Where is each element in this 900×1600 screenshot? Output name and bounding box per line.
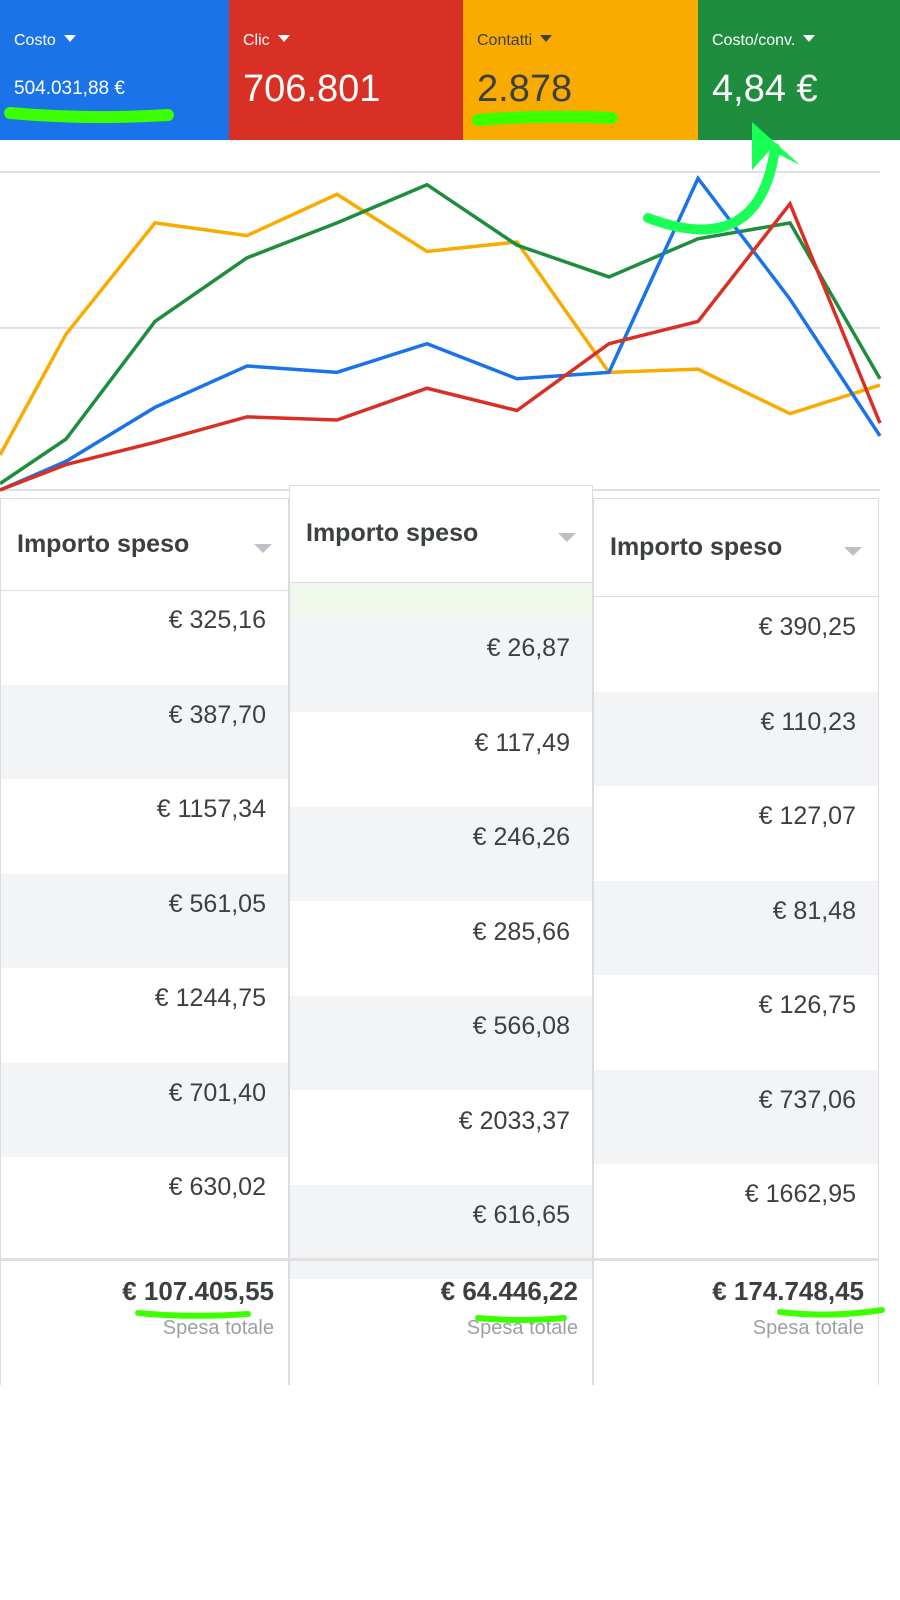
total-amount: € 174.748,45 xyxy=(712,1276,864,1306)
amount-cell: € 325,16 xyxy=(168,606,266,634)
amount-cell: € 285,66 xyxy=(472,917,570,946)
table-row: € 701,40 xyxy=(1,1062,288,1157)
series-line-clic xyxy=(0,200,882,492)
table-row: € 246,26 xyxy=(290,807,592,901)
table-row: € 127,07 xyxy=(594,786,878,880)
total-amount: € 64.446,22 xyxy=(440,1276,578,1306)
amount-cell: € 566,08 xyxy=(472,1012,570,1040)
metric-card-costo-conv[interactable]: Costo/conv. 4,84 € xyxy=(698,0,900,140)
amount-cell: € 390,25 xyxy=(758,613,856,641)
metric-value: 504.031,88 € xyxy=(14,78,125,99)
table-row: € 387,70 xyxy=(1,684,288,779)
total-cell: € 174.748,45 Spesa totale xyxy=(594,1276,878,1340)
total-label: Spesa totale xyxy=(752,1317,864,1339)
dropdown-arrow-icon[interactable] xyxy=(803,35,816,42)
amount-cell: € 616,65 xyxy=(472,1201,570,1229)
line-chart xyxy=(0,171,882,492)
table-row: € 126,75 xyxy=(594,975,878,1069)
amount-cell: € 81,48 xyxy=(772,896,856,925)
spend-column: Importo speso € 325,16 € 387,70 € 1157,34 € … xyxy=(0,498,289,1385)
table-row: € 390,25 xyxy=(594,597,878,691)
column-header-label: Importo speso xyxy=(17,529,190,558)
sort-dropdown-icon[interactable] xyxy=(558,533,576,542)
total-label: Spesa totale xyxy=(162,1317,274,1339)
table-row: € 81,48 xyxy=(594,880,878,975)
table-row: € 737,06 xyxy=(594,1069,878,1164)
metric-label: Contatti xyxy=(477,32,533,49)
amount-cell: € 561,05 xyxy=(168,889,266,918)
amount-cell: € 2033,37 xyxy=(458,1106,570,1135)
dropdown-arrow-icon[interactable] xyxy=(540,35,553,42)
metric-card-clic[interactable]: Clic 706.801 xyxy=(229,0,463,140)
amount-cell: € 246,26 xyxy=(472,823,570,851)
column-header[interactable]: Importo speso xyxy=(290,485,592,583)
table-row: € 561,05 xyxy=(1,873,288,968)
amount-cell: € 1662,95 xyxy=(744,1180,856,1208)
table-row: € 117,49 xyxy=(290,713,592,807)
total-label: Spesa totale xyxy=(466,1317,578,1339)
table-row: € 26,87 xyxy=(290,618,592,712)
total-cell: € 107.405,55 Spesa totale xyxy=(1,1276,288,1340)
amount-cell: € 1244,75 xyxy=(154,984,266,1012)
series-line-costo xyxy=(0,174,882,492)
column-header-label: Importo speso xyxy=(610,532,783,561)
amount-cell: € 387,70 xyxy=(168,700,266,729)
total-amount: € 107.405,55 xyxy=(122,1276,274,1306)
metric-label: Clic xyxy=(243,32,270,49)
highlight-strip xyxy=(290,583,592,618)
spend-column: Importo speso € 26,87 € 117,49 € 246,26 € 28… xyxy=(289,485,593,1385)
table-row: € 2033,37 xyxy=(290,1091,592,1185)
table-row: € 110,23 xyxy=(594,691,878,786)
sort-dropdown-icon[interactable] xyxy=(844,546,862,556)
metric-card-costo[interactable]: Costo 504.031,88 € xyxy=(0,0,229,140)
metric-card-contatti[interactable]: Contatti 2.878 xyxy=(463,0,698,140)
amount-cell: € 630,02 xyxy=(168,1173,266,1201)
metric-value: 2.878 xyxy=(477,68,573,110)
amount-cell: € 127,07 xyxy=(758,802,856,830)
amount-cell: € 117,49 xyxy=(474,728,570,757)
amount-cell: € 110,23 xyxy=(760,707,856,736)
series-line-costo-conv- xyxy=(0,182,882,486)
amount-cell: € 701,40 xyxy=(168,1078,266,1107)
spend-column: Importo speso € 390,25 € 110,23 € 127,07 € 8… xyxy=(593,498,879,1385)
table-row: € 285,66 xyxy=(290,902,592,996)
column-header[interactable]: Importo speso xyxy=(594,498,878,597)
metric-value: 706.801 xyxy=(243,68,381,110)
metric-value: 4,84 € xyxy=(712,68,818,110)
table-row: € 1662,95 xyxy=(594,1164,878,1258)
column-header[interactable]: Importo speso xyxy=(1,498,288,591)
dropdown-arrow-icon[interactable] xyxy=(63,35,76,42)
table-row: € 566,08 xyxy=(290,996,592,1090)
sort-dropdown-icon[interactable] xyxy=(254,543,272,553)
table-row: € 325,16 xyxy=(1,590,288,684)
amount-cell: € 126,75 xyxy=(758,991,856,1019)
metric-label: Costo/conv. xyxy=(712,32,796,49)
table-row: € 1157,34 xyxy=(1,779,288,873)
amount-cell: € 26,87 xyxy=(486,634,570,662)
footer-divider xyxy=(594,1258,878,1261)
table-row: € 630,02 xyxy=(1,1157,288,1251)
table-row: € 616,65 xyxy=(290,1185,592,1279)
dropdown-arrow-icon[interactable] xyxy=(277,35,290,42)
table-row: € 1244,75 xyxy=(1,968,288,1062)
amount-cell: € 1157,34 xyxy=(156,795,266,823)
series-line-contatti xyxy=(0,192,881,456)
footer-divider xyxy=(290,1258,592,1261)
total-cell: € 64.446,22 Spesa totale xyxy=(290,1276,592,1340)
column-header-label: Importo speso xyxy=(306,519,479,547)
footer-divider xyxy=(1,1258,288,1261)
amount-cell: € 737,06 xyxy=(758,1085,856,1114)
metric-label: Costo xyxy=(14,32,56,49)
